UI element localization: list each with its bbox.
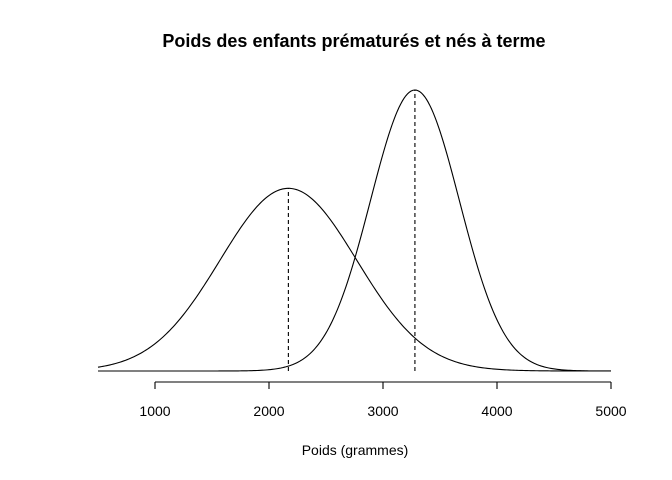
x-tick-label-2000: 2000: [253, 403, 284, 419]
x-axis-label: Poids (grammes): [302, 442, 409, 458]
x-tick-label-3000: 3000: [367, 403, 398, 419]
chart-title: Poids des enfants prématurés et nés à te…: [162, 31, 545, 51]
x-tick-label-1000: 1000: [139, 403, 170, 419]
plot-area: [97, 89, 611, 372]
series-curve-1: [97, 187, 611, 372]
x-axis: 1000 2000 3000 4000 5000: [139, 381, 627, 419]
series-curve-2: [98, 89, 611, 372]
x-tick-label-5000: 5000: [595, 403, 626, 419]
x-tick-label-4000: 4000: [481, 403, 512, 419]
